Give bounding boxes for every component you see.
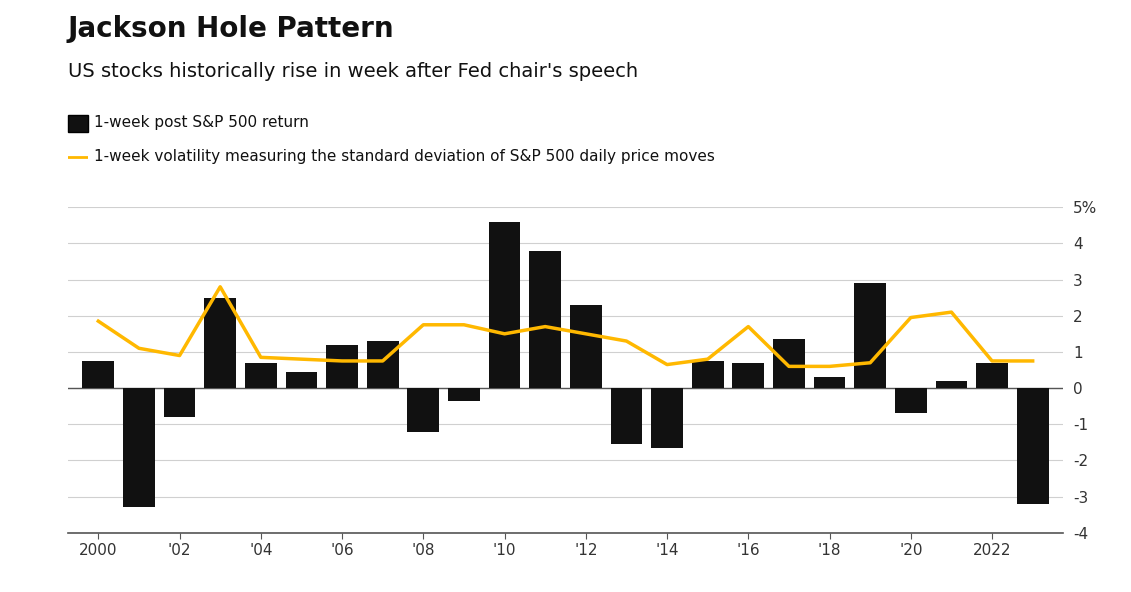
- Bar: [1017, 388, 1048, 504]
- Bar: [813, 377, 845, 388]
- Bar: [895, 388, 926, 413]
- Text: US stocks historically rise in week after Fed chair's speech: US stocks historically rise in week afte…: [68, 62, 638, 81]
- Text: 1-week post S&P 500 return: 1-week post S&P 500 return: [94, 115, 309, 130]
- Bar: [570, 305, 602, 388]
- Bar: [407, 388, 439, 432]
- Bar: [83, 361, 114, 388]
- Bar: [164, 388, 196, 417]
- Bar: [205, 298, 236, 388]
- Bar: [489, 221, 520, 388]
- Bar: [935, 381, 967, 388]
- Text: Jackson Hole Pattern: Jackson Hole Pattern: [68, 15, 395, 43]
- Bar: [651, 388, 683, 448]
- Bar: [366, 341, 398, 388]
- Bar: [692, 361, 724, 388]
- Bar: [529, 250, 561, 388]
- Bar: [123, 388, 155, 507]
- Bar: [774, 339, 805, 388]
- Bar: [976, 363, 1008, 388]
- Bar: [286, 372, 318, 388]
- Bar: [733, 363, 765, 388]
- Bar: [245, 363, 277, 388]
- Bar: [854, 283, 886, 388]
- Bar: [611, 388, 642, 444]
- Text: 1-week volatility measuring the standard deviation of S&P 500 daily price moves: 1-week volatility measuring the standard…: [94, 149, 715, 165]
- Bar: [448, 388, 480, 401]
- Bar: [326, 345, 357, 388]
